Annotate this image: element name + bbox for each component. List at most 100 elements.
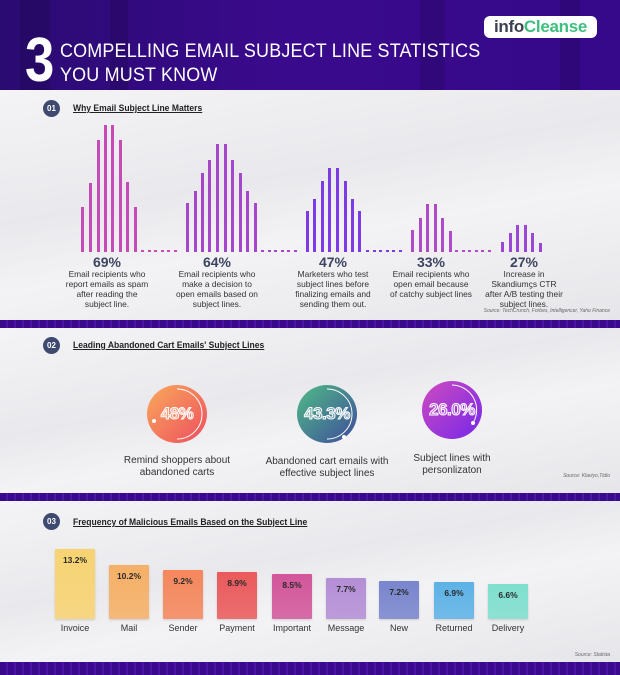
category-label: Sender <box>168 623 198 633</box>
dotted-connector <box>379 250 382 252</box>
big-number: 3 <box>25 26 55 95</box>
section-badge-02: 02 <box>43 337 60 354</box>
stat-percentage: 33% <box>416 254 446 270</box>
section-badge-03: 03 <box>43 513 60 530</box>
footer-bar <box>0 662 620 675</box>
title-line-1: COMPELLING EMAIL SUBJECT LINE STATISTICS <box>60 40 481 62</box>
dotted-connector <box>392 250 395 252</box>
dotted-connector <box>261 250 264 252</box>
stat-bar-line <box>449 231 452 252</box>
stat-percentage: 64% <box>202 254 232 270</box>
bar-value-label: 7.2% <box>389 586 409 597</box>
stat-bar-line <box>216 144 219 252</box>
stat-circle: 48% <box>147 385 207 443</box>
category-label: Message <box>327 623 365 633</box>
dotted-connector <box>267 250 271 252</box>
dotted-connector <box>385 250 389 252</box>
stat-bar-line <box>254 203 257 252</box>
dotted-connector <box>280 250 284 252</box>
category-label: Important <box>272 623 312 633</box>
circle-value: 48% <box>160 404 194 424</box>
stat-bar-line <box>306 211 309 252</box>
dotted-connector <box>398 250 402 252</box>
stat-bar-line <box>434 204 437 252</box>
stat-bar-line <box>194 191 197 252</box>
stat-bar-line <box>224 144 227 252</box>
circle-label: Subject lines with personlizaton <box>413 453 491 476</box>
bar-value-label: 10.2% <box>116 570 142 581</box>
circle-value: 26.0% <box>429 400 476 420</box>
dotted-connector <box>173 250 177 252</box>
section-divider <box>0 493 620 501</box>
dotted-connector <box>293 250 297 252</box>
dotted-connector <box>141 250 144 252</box>
category-label: Delivery <box>491 623 525 633</box>
stat-bar-line <box>134 207 137 252</box>
dotted-connector <box>474 250 478 252</box>
logo-text-cleanse: Cleanse <box>523 17 588 36</box>
bar-value-label: 6.6% <box>498 590 518 600</box>
progress-arc-icon <box>152 388 203 440</box>
stat-bar-line <box>239 173 242 252</box>
stat-percentage: 27% <box>509 254 539 270</box>
section-divider <box>0 320 620 328</box>
stat-description: Email recipients who open email because … <box>390 269 472 299</box>
dotted-connector <box>455 250 458 252</box>
bar-new: 7.2% <box>379 580 419 619</box>
title-line-2: YOU MUST KNOW <box>60 64 218 86</box>
bar-value-label: 9.2% <box>173 576 193 587</box>
stat-bar-line <box>531 233 534 252</box>
section-heading: Frequency of Malicious Emails Based on t… <box>73 517 308 528</box>
category-label: Invoice <box>60 623 90 633</box>
stat-bar-line <box>208 160 211 252</box>
stat-bar-line <box>111 125 114 252</box>
stat-bar-line <box>231 160 234 252</box>
stat-circle: 26.0% <box>422 381 482 439</box>
stat-bar-line <box>426 204 429 252</box>
stat-bar-line <box>104 125 107 252</box>
stat-bar-line <box>344 181 347 252</box>
bar-sender: 9.2% <box>163 570 203 619</box>
stat-bar-line <box>441 218 444 252</box>
section-why-subject-line-matters <box>0 90 620 320</box>
dotted-connector <box>147 250 151 252</box>
stat-bar-line <box>186 203 189 252</box>
stat-bar-line <box>328 168 331 252</box>
stat-percentage: 69% <box>92 254 122 270</box>
circle-label: Abandoned cart emails with effective sub… <box>265 456 389 479</box>
logo-text-info: info <box>493 17 524 36</box>
bar-returned: 6.9% <box>434 582 474 619</box>
stat-bar-line <box>246 191 249 252</box>
dotted-connector <box>366 250 369 252</box>
stat-circle: 43.3% <box>297 385 357 443</box>
dotted-connector <box>287 250 290 252</box>
progress-arc-icon <box>326 388 353 440</box>
stat-bar-line <box>313 199 316 252</box>
source-note: Source: Statista <box>574 652 610 658</box>
dotted-connector <box>160 250 164 252</box>
bar-delivery: 6.6% <box>488 584 528 619</box>
stat-bar-line <box>419 218 422 252</box>
dotted-connector <box>154 250 157 252</box>
stat-bar-line <box>336 168 339 252</box>
category-label: Payment <box>219 623 255 633</box>
bar-mail: 10.2% <box>109 564 149 619</box>
stat-bar-line <box>358 211 361 252</box>
circle-value: 43.3% <box>304 404 351 424</box>
category-label: Mail <box>120 623 138 633</box>
bar-invoice: 13.2% <box>55 549 95 619</box>
dotted-connector <box>468 250 471 252</box>
stat-percentage: 47% <box>318 254 348 270</box>
stat-bar-line <box>81 207 84 252</box>
dotted-connector <box>274 250 277 252</box>
bar-value-label: 6.9% <box>444 588 464 599</box>
stat-description: Email recipients who make a decision to … <box>176 269 258 309</box>
bar-message: 7.7% <box>326 578 366 619</box>
dotted-connector <box>481 250 484 252</box>
bar-value-label: 8.9% <box>227 577 247 588</box>
stat-bar-line <box>126 182 129 252</box>
stat-description: Increase in Skandiumϛs CTR after A/B tes… <box>485 269 563 309</box>
stat-bar-line <box>201 173 204 252</box>
bar-value-label: 13.2% <box>62 555 88 565</box>
